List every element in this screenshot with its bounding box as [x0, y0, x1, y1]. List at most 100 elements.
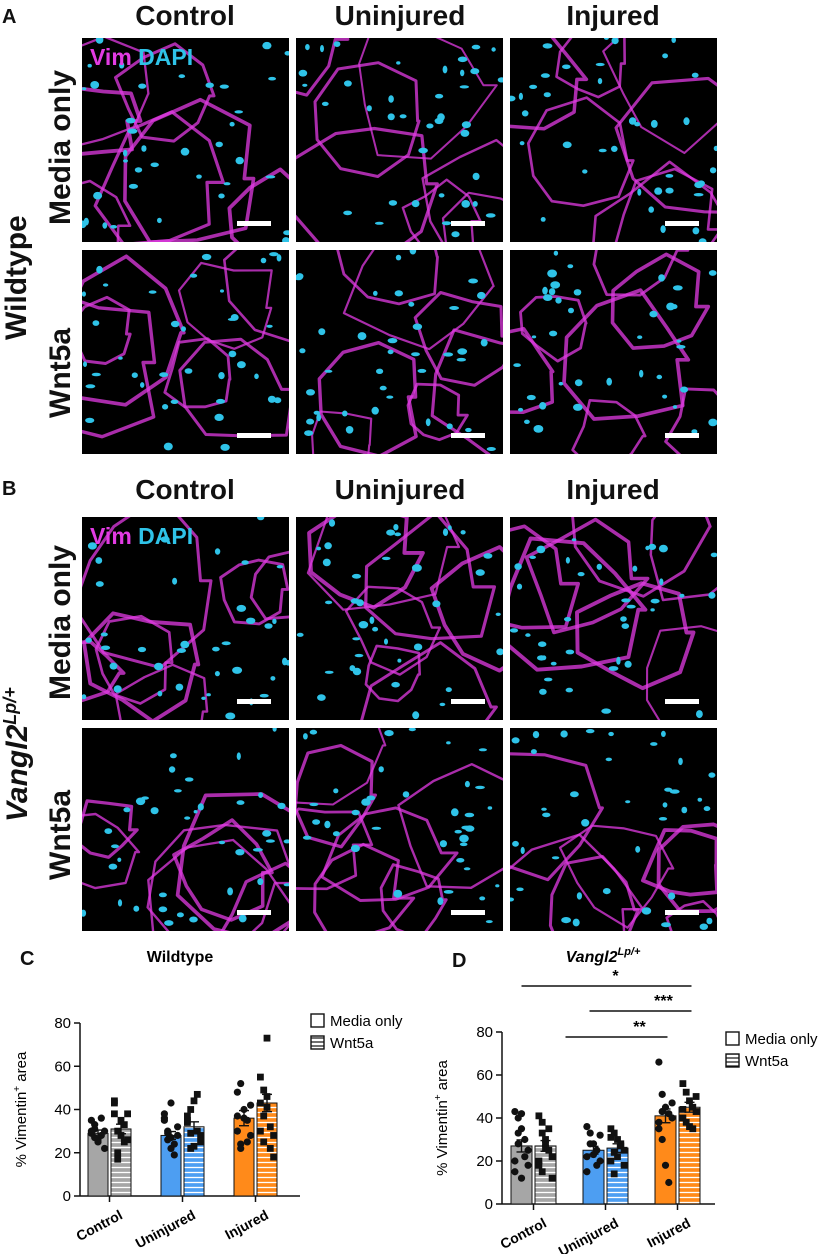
vimentin-wall	[82, 179, 132, 242]
dapi-nucleus	[298, 69, 308, 77]
data-point	[190, 1097, 198, 1105]
data-point	[114, 1155, 122, 1163]
dapi-nucleus	[95, 38, 104, 44]
dapi-nucleus	[660, 225, 666, 234]
dapi-nucleus	[386, 529, 395, 536]
vimentin-wall	[296, 728, 387, 806]
dapi-nucleus	[446, 423, 453, 430]
y-tick-label: 80	[54, 1015, 71, 1032]
dapi-nucleus	[696, 710, 703, 719]
dapi-nucleus	[189, 273, 198, 278]
col-head-uninjured-b: Uninjured	[334, 474, 466, 505]
dapi-nucleus	[585, 729, 595, 734]
vimentin-wall	[219, 558, 289, 626]
legend-label: Media only	[330, 1013, 403, 1030]
dapi-nucleus	[158, 892, 167, 898]
data-point	[87, 1127, 95, 1135]
data-point	[257, 1073, 264, 1081]
data-point	[257, 1127, 264, 1135]
dapi-nucleus	[125, 117, 136, 124]
dapi-nucleus	[113, 685, 122, 693]
micrograph-b-r0-c0: Vim DAPI	[82, 517, 289, 720]
dapi-nucleus	[369, 616, 375, 624]
dapi-nucleus	[497, 77, 503, 83]
dapi-nucleus	[333, 41, 341, 47]
group-label-vangl2-sup: Lp/+	[0, 687, 20, 725]
dapi-nucleus	[456, 858, 465, 863]
dapi-nucleus	[230, 314, 239, 321]
vimentin-wall	[526, 96, 635, 208]
dapi-nucleus	[672, 405, 678, 409]
dapi-nucleus	[215, 141, 223, 148]
data-point	[511, 1157, 519, 1165]
dapi-nucleus	[576, 892, 582, 900]
dapi-nucleus	[621, 623, 630, 629]
dapi-nucleus	[316, 413, 322, 422]
dapi-nucleus	[608, 731, 614, 737]
dapi-nucleus	[662, 53, 668, 59]
dapi-nucleus	[460, 69, 465, 77]
dapi-nucleus	[313, 410, 320, 415]
dapi-nucleus	[351, 809, 360, 816]
dapi-nucleus	[697, 180, 705, 187]
micrograph-b-r1-c1	[296, 728, 503, 931]
vimentin-wall	[177, 261, 273, 350]
vimentin-wall	[519, 295, 588, 363]
dapi-nucleus	[691, 429, 698, 435]
stain-vim-label: Vim	[90, 523, 132, 549]
dapi-nucleus	[582, 169, 588, 174]
dapi-nucleus	[236, 752, 241, 760]
dapi-nucleus	[581, 819, 590, 827]
dapi-nucleus	[605, 757, 612, 762]
x-tick-label: Injured	[644, 1215, 693, 1251]
dapi-nucleus	[645, 545, 650, 551]
dapi-nucleus	[87, 542, 97, 550]
dapi-nucleus	[235, 849, 245, 856]
dapi-nucleus	[665, 174, 674, 178]
dapi-nucleus	[303, 733, 308, 740]
dapi-nucleus	[267, 395, 276, 403]
dapi-nucleus	[451, 808, 459, 817]
dapi-nucleus	[512, 840, 519, 847]
dapi-nucleus	[87, 63, 92, 68]
dapi-nucleus	[163, 442, 173, 451]
dapi-nucleus	[372, 626, 379, 632]
data-point	[593, 1161, 601, 1169]
dapi-nucleus	[445, 687, 452, 693]
dapi-nucleus	[399, 114, 407, 119]
dapi-nucleus	[141, 796, 149, 800]
dapi-nucleus	[260, 257, 267, 264]
dapi-nucleus	[272, 618, 277, 624]
vimentin-wall	[82, 640, 126, 703]
dapi-nucleus	[333, 788, 339, 794]
vimentin-wall	[358, 38, 498, 160]
dapi-nucleus	[325, 600, 333, 605]
dapi-nucleus	[439, 702, 446, 707]
dapi-nucleus	[459, 85, 469, 89]
dapi-nucleus	[324, 369, 333, 373]
dapi-nucleus	[533, 425, 544, 433]
scale-bar	[237, 910, 271, 915]
data-point	[610, 1129, 618, 1137]
vimentin-wall	[548, 855, 640, 931]
legend-swatch	[725, 1053, 740, 1068]
dapi-nucleus	[232, 666, 243, 674]
stain-dapi-label: DAPI	[131, 523, 194, 549]
scale-bar	[665, 699, 699, 704]
dapi-nucleus	[649, 310, 658, 318]
dapi-nucleus	[219, 84, 229, 89]
dapi-nucleus	[284, 51, 289, 56]
dapi-nucleus	[317, 694, 326, 701]
dapi-nucleus	[550, 281, 561, 289]
dapi-nucleus	[384, 638, 388, 645]
dapi-nucleus	[551, 856, 560, 860]
dapi-nucleus	[100, 645, 111, 651]
dapi-nucleus	[276, 254, 282, 262]
dapi-nucleus	[181, 326, 186, 332]
dapi-nucleus	[487, 806, 493, 810]
data-point	[511, 1107, 519, 1116]
data-point	[233, 1127, 241, 1135]
dapi-nucleus	[197, 803, 204, 811]
chart-wildtype: Wildtype 0 20 40 60 80 % Vimentin+ area Control…	[12, 949, 403, 1251]
dapi-nucleus	[542, 43, 553, 49]
